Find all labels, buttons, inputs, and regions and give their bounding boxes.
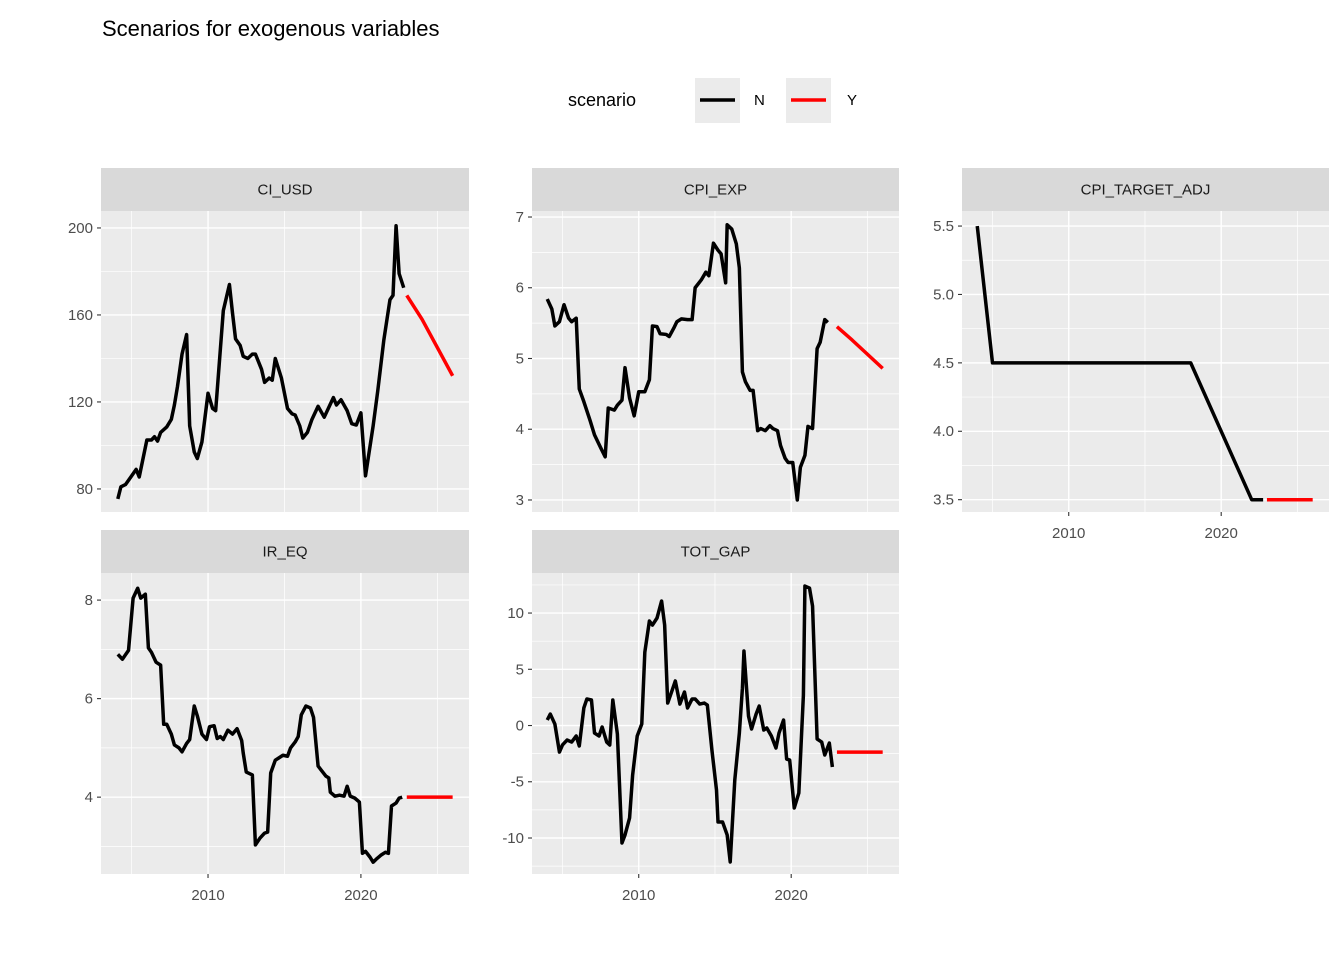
legend: scenario N Y: [568, 78, 857, 123]
strip: [532, 530, 899, 573]
y-tick-label: 0: [516, 717, 524, 734]
y-tick-label: 5.5: [933, 218, 954, 235]
series-line: [545, 223, 829, 502]
x-tick-label: 2020: [344, 887, 377, 904]
x-tick-label: 2010: [1052, 525, 1085, 542]
strip: [532, 168, 899, 211]
y-tick-label: 5: [516, 661, 524, 678]
series-line: [405, 294, 455, 377]
panel-background: [101, 211, 469, 512]
series-line: [116, 224, 406, 500]
panel: CPI_TARGET_ADJ 3.5 4.0 4.5 5.0 5.5 2010 2020: [933, 168, 1329, 542]
strip: [101, 168, 469, 211]
y-tick-label: 3: [516, 492, 524, 509]
legend-label: Y: [847, 92, 857, 109]
panel-background: [101, 573, 469, 874]
y-tick-label: 4.5: [933, 355, 954, 372]
series-line: [835, 325, 884, 370]
strip-text: CPI_EXP: [684, 181, 747, 198]
y-tick-label: -5: [511, 774, 524, 791]
y-tick-label: 200: [68, 220, 93, 237]
panel: CPI_EXP 3 4 5 6 7: [516, 168, 899, 512]
series-line: [116, 586, 403, 864]
y-tick-label: 6: [516, 280, 524, 297]
legend-title: scenario: [568, 90, 636, 110]
y-tick-label: 5.0: [933, 286, 954, 303]
y-tick-label: 3.5: [933, 492, 954, 509]
y-tick-label: 6: [85, 691, 93, 708]
strip-text: IR_EQ: [262, 543, 307, 560]
series-line: [545, 584, 835, 864]
x-tick-label: 2010: [191, 887, 224, 904]
panel: CI_USD 80 120 160 200: [68, 168, 469, 512]
chart-title: Scenarios for exogenous variables: [102, 16, 440, 41]
strip-text: CPI_TARGET_ADJ: [1081, 181, 1211, 198]
strip: [101, 530, 469, 573]
legend-label: N: [754, 92, 765, 109]
y-tick-label: 4.0: [933, 423, 954, 440]
y-tick-label: 120: [68, 394, 93, 411]
strip-text: TOT_GAP: [681, 543, 751, 560]
panel-background: [532, 573, 899, 874]
y-tick-label: 7: [516, 209, 524, 226]
x-tick-label: 2020: [1205, 525, 1238, 542]
strip-text: CI_USD: [257, 181, 312, 198]
strip: [962, 168, 1329, 211]
y-tick-label: -10: [502, 830, 524, 847]
y-tick-label: 10: [507, 605, 524, 622]
series-line: [975, 225, 1264, 502]
y-tick-label: 5: [516, 350, 524, 367]
x-tick-label: 2020: [775, 887, 808, 904]
panel: TOT_GAP -10 -5 0 5 10 2010 2020: [502, 530, 899, 904]
panel-background: [532, 211, 899, 512]
panel: IR_EQ 4 6 8 2010 2020: [85, 530, 469, 904]
y-tick-label: 4: [85, 789, 93, 806]
y-tick-label: 160: [68, 307, 93, 324]
y-tick-label: 8: [85, 592, 93, 609]
y-tick-label: 4: [516, 421, 524, 438]
y-tick-label: 80: [76, 481, 93, 498]
x-tick-label: 2010: [622, 887, 655, 904]
